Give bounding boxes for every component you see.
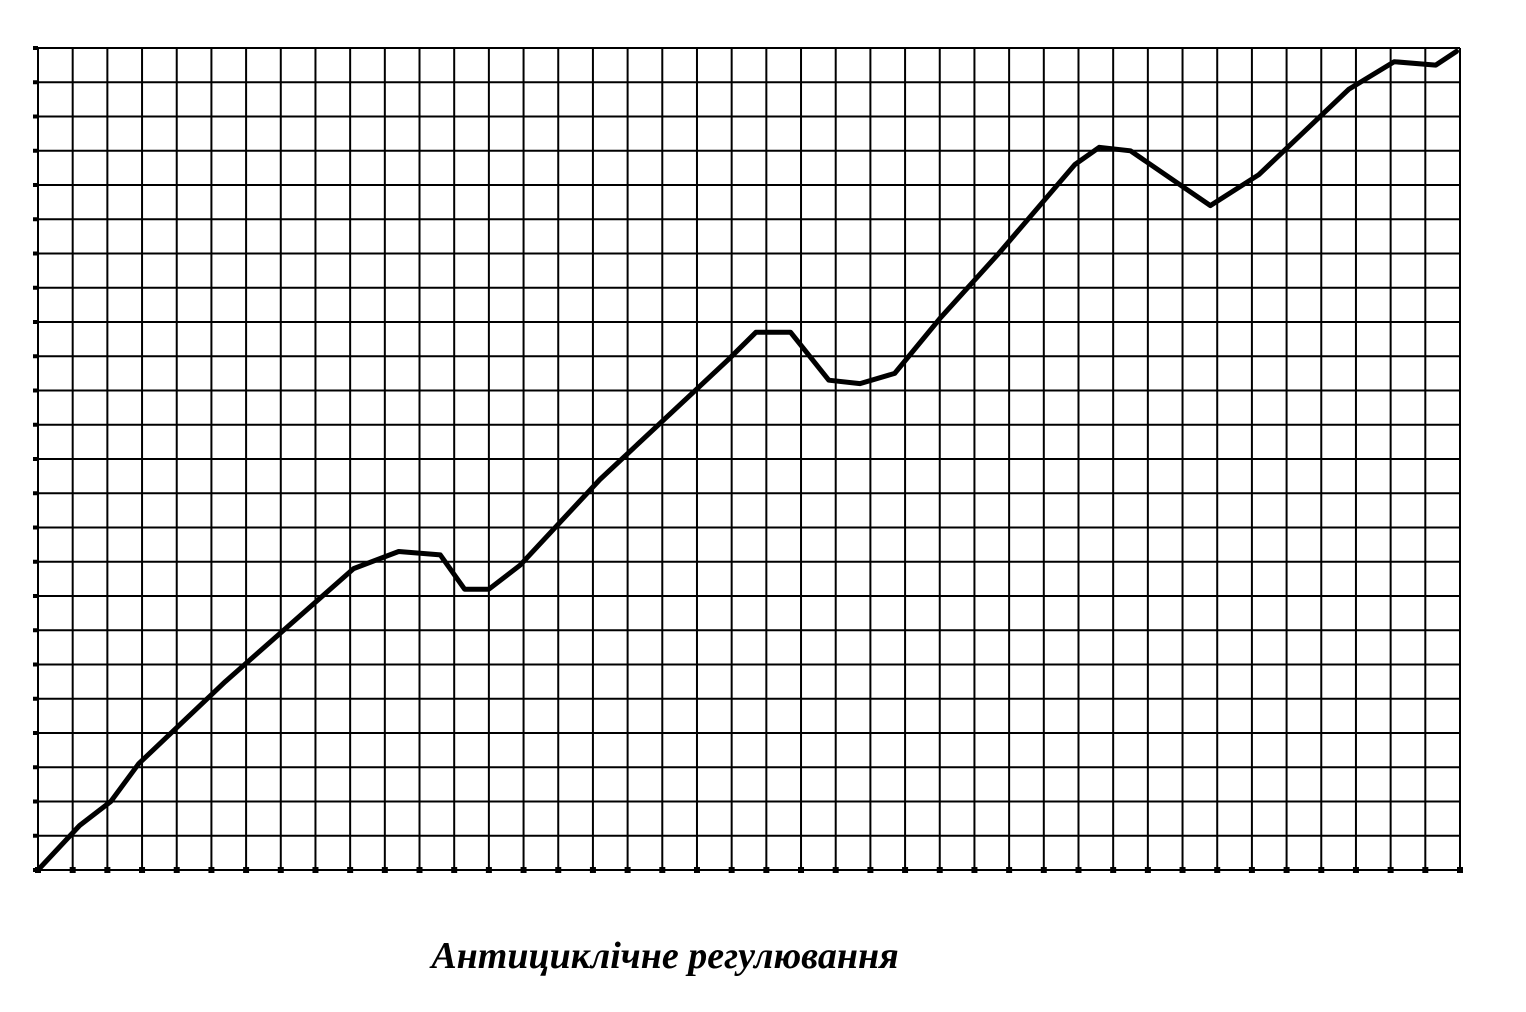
y-tick-mark (33, 765, 38, 770)
y-tick-mark (33, 251, 38, 256)
y-tick-mark (33, 148, 38, 153)
y-tick-mark (33, 114, 38, 119)
y-tick-mark (33, 731, 38, 735)
y-tick-mark (33, 388, 38, 393)
y-tick-mark (33, 457, 38, 461)
y-tick-mark (33, 799, 38, 804)
y-tick-mark (33, 662, 38, 667)
y-tick-mark (33, 559, 38, 564)
y-tick-mark (33, 696, 38, 701)
y-tick-mark (33, 525, 38, 530)
data-line (35, 48, 1459, 873)
y-tick-mark (33, 628, 38, 633)
y-tick-mark (33, 285, 38, 290)
y-tick-mark (33, 833, 38, 838)
y-tick-mark (33, 354, 38, 359)
y-tick-mark (33, 80, 38, 85)
y-tick-mark (33, 320, 38, 324)
y-tick-mark (33, 217, 38, 222)
y-tick-mark (33, 491, 38, 496)
y-tick-mark (33, 183, 38, 187)
y-tick-mark (33, 594, 38, 598)
y-tick-mark (33, 422, 38, 427)
chart-title: Антициклічне регулювання (429, 935, 898, 977)
y-tick-mark (33, 46, 38, 50)
